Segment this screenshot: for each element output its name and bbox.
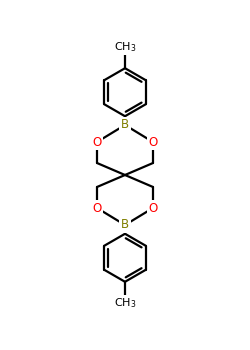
Text: O: O [92,202,102,215]
Text: CH$_3$: CH$_3$ [114,296,136,310]
Text: CH$_3$: CH$_3$ [114,40,136,54]
Text: B: B [121,218,129,231]
Text: B: B [121,119,129,132]
Text: O: O [148,202,158,215]
Text: O: O [92,135,102,148]
Text: O: O [148,135,158,148]
